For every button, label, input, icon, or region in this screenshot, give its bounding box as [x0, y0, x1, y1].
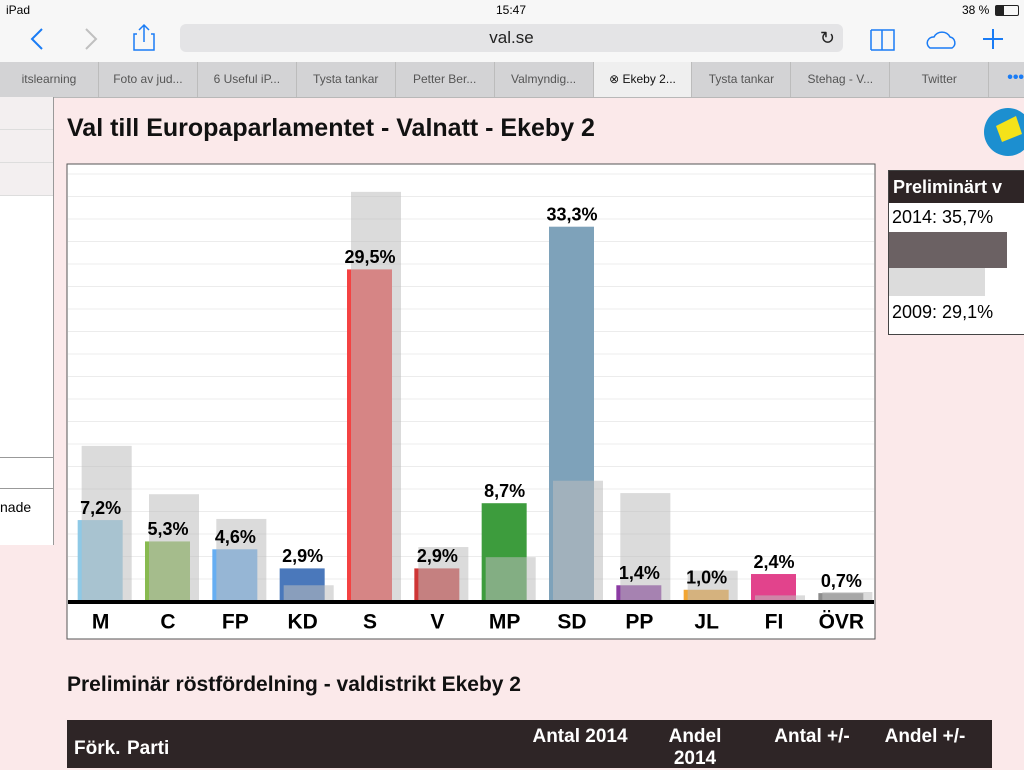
battery: 38 %: [962, 3, 990, 17]
x-tick-label: V: [430, 611, 444, 634]
x-tick-label: ÖVR: [819, 611, 865, 634]
x-tick-label: PP: [625, 611, 653, 634]
tab-overflow[interactable]: •••: [1007, 69, 1024, 86]
value-label: 2,9%: [417, 546, 458, 566]
table-title: Preliminär röstfördelning - valdistrikt …: [67, 673, 521, 696]
sidebar: nade: [0, 97, 54, 545]
browser-tab[interactable]: Valmyndig...: [495, 62, 594, 97]
bar-previous: [418, 547, 469, 601]
new-tab-button[interactable]: [983, 29, 1003, 49]
browser-tab[interactable]: ⊗ Ekeby 2...: [593, 62, 693, 97]
address-bar[interactable]: val.se ↻: [180, 24, 843, 52]
bar-previous: [620, 493, 671, 601]
browser-tab[interactable]: Tysta tankar: [692, 62, 792, 97]
forward-button: [85, 28, 98, 50]
table-header-cell: Antal +/-: [774, 726, 850, 747]
reload-button[interactable]: ↻: [819, 28, 835, 48]
value-label: 1,0%: [686, 568, 727, 588]
value-label: 0,7%: [821, 571, 862, 591]
toolbar-icons: [30, 23, 1003, 51]
value-label: 7,2%: [80, 498, 121, 518]
table-header-cell: Andel +/-: [884, 726, 966, 747]
value-label: 1,4%: [619, 563, 660, 583]
bar-previous: [283, 585, 334, 601]
share-button[interactable]: [133, 23, 155, 51]
table-header-cell: Antal 2014: [532, 726, 628, 747]
turnout-bar-previous: [889, 268, 985, 296]
turnout-current: 2014: 35,7%: [892, 207, 994, 227]
x-tick-label: SD: [557, 611, 586, 634]
bar-previous: [822, 592, 873, 601]
x-tick-label: FI: [765, 611, 784, 634]
value-label: 8,7%: [484, 481, 525, 501]
bar-previous: [351, 191, 401, 601]
grid: [68, 173, 874, 580]
value-label: 29,5%: [344, 247, 395, 267]
bar-previous: [755, 595, 805, 601]
x-tick-label: M: [92, 611, 110, 634]
cloud-tabs-button[interactable]: [926, 31, 956, 49]
table-header: Förk. Parti Antal 2014 Andel 2014 Antal +/- A…: [67, 720, 992, 769]
browser-tab[interactable]: Twitter: [890, 62, 990, 97]
turnout-title: Preliminärt v: [889, 171, 1024, 203]
logo: [984, 108, 1024, 156]
x-tick-label: MP: [489, 611, 521, 634]
x-tick-label: C: [160, 611, 175, 634]
bar-previous: [81, 445, 132, 601]
turnout-bar-current: [889, 232, 1007, 268]
sidebar-text: nade: [0, 499, 32, 515]
x-tick-label: JL: [694, 611, 719, 634]
x-tick-label: S: [363, 611, 377, 634]
sidebar-row[interactable]: [0, 457, 53, 489]
browser-tab[interactable]: Foto av jud...: [99, 62, 198, 97]
chart-frame: [66, 163, 876, 640]
value-label: 33,3%: [546, 204, 597, 224]
bar-previous: [553, 480, 603, 601]
browser-tab[interactable]: Stehag - V...: [791, 62, 891, 97]
bar-previous: [485, 557, 536, 601]
back-button[interactable]: [30, 28, 43, 50]
turnout-previous: 2009: 29,1%: [892, 302, 994, 322]
browser-tab[interactable]: Tysta tankar: [297, 62, 396, 97]
bar-previous: [687, 570, 738, 601]
table-header-cell: Förk.: [74, 738, 121, 759]
sidebar-row[interactable]: [0, 163, 53, 196]
value-label: 4,6%: [215, 527, 256, 547]
browser-tab[interactable]: itslearning: [0, 62, 99, 97]
battery-icon: [995, 5, 1019, 16]
value-label: 5,3%: [147, 519, 188, 539]
bar-previous: [149, 494, 199, 601]
browser-tab[interactable]: 6 Useful iP...: [198, 62, 297, 97]
device-name: iPad: [6, 3, 31, 17]
table-header-cell: Andel 2014: [668, 726, 722, 769]
turnout-box: Preliminärt v 2014: 35,7% 2009: 29,1%: [888, 170, 1024, 335]
value-label: 2,9%: [282, 546, 323, 566]
browser-tab[interactable]: Petter Ber...: [396, 62, 495, 97]
bar-previous: [216, 518, 267, 601]
sidebar-row[interactable]: [0, 130, 53, 163]
status-bar: iPad 15:47 38 %: [0, 0, 1024, 20]
x-tick-label: FP: [222, 611, 249, 634]
table-header-cell: Parti: [127, 738, 170, 759]
sidebar-row[interactable]: [0, 97, 53, 130]
tab-bar: itslearning Foto av jud... 6 Useful iP... T…: [0, 62, 1024, 98]
x-tick-label: KD: [287, 611, 317, 634]
url-text: val.se: [489, 28, 534, 47]
bookmarks-button[interactable]: [870, 29, 895, 51]
chart-title: Val till Europaparlamentet - Valnatt - E…: [67, 114, 595, 142]
value-label: 2,4%: [753, 552, 794, 572]
clock: 15:47: [496, 3, 527, 17]
